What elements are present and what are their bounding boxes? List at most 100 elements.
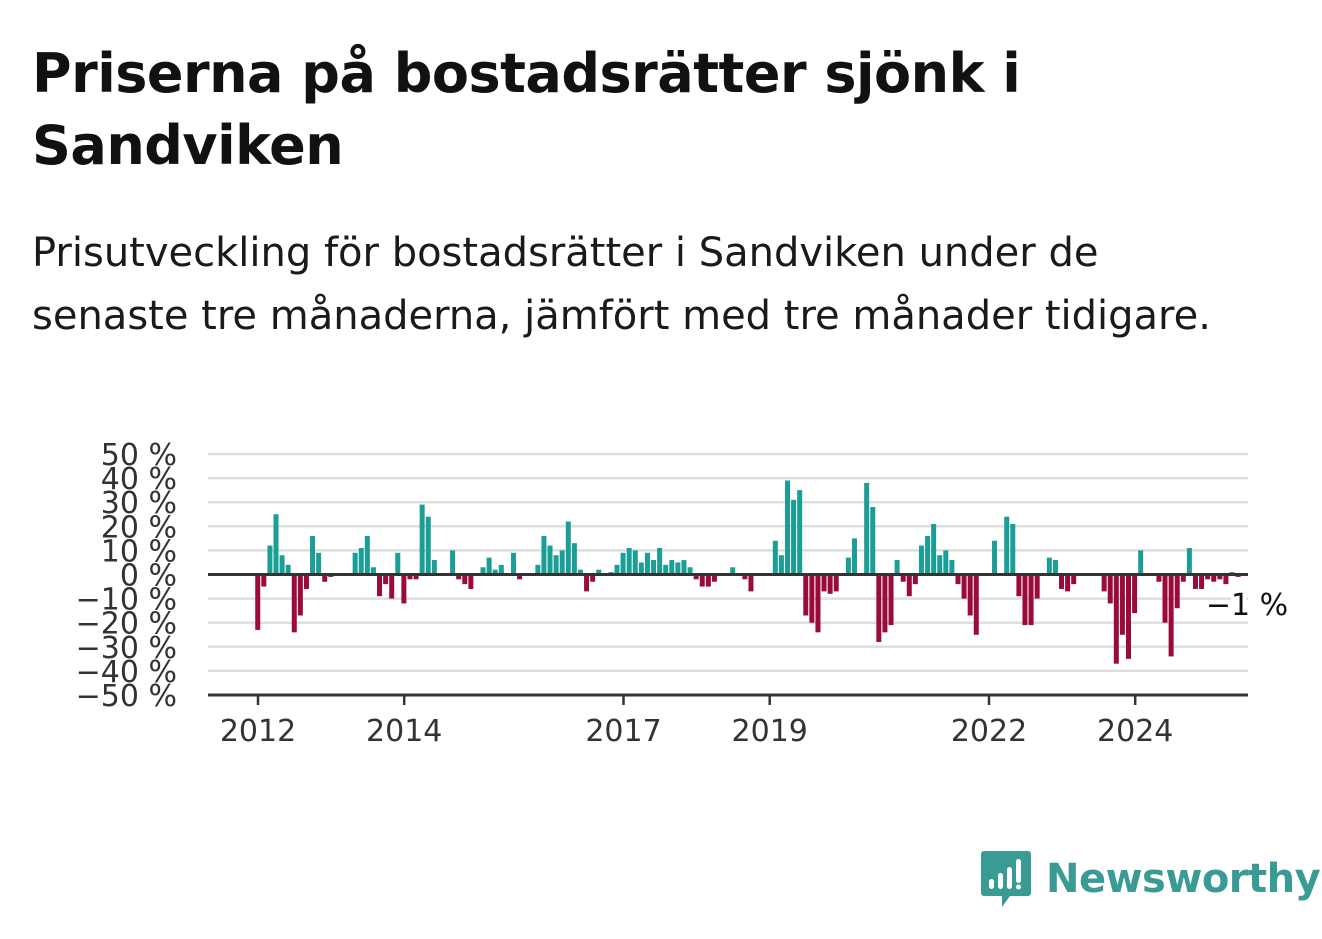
- bar: [693, 574, 699, 580]
- bar: [547, 545, 553, 575]
- bar: [352, 552, 358, 575]
- bar: [888, 574, 894, 626]
- bar: [1217, 574, 1223, 580]
- bars: [255, 480, 1241, 664]
- bar: [291, 574, 297, 633]
- bar: [809, 574, 815, 623]
- bar: [389, 574, 395, 599]
- x-tick-label: 2014: [366, 714, 442, 749]
- bar: [395, 552, 401, 575]
- bar: [419, 504, 425, 575]
- last-value-label: −1 %: [1206, 588, 1288, 623]
- bar: [1022, 574, 1028, 626]
- bar: [590, 574, 596, 582]
- bar: [456, 574, 462, 580]
- bar: [255, 574, 261, 630]
- bar: [705, 574, 711, 587]
- bar: [876, 574, 882, 642]
- bar: [827, 574, 833, 594]
- bar: [918, 545, 924, 575]
- bar: [992, 540, 998, 575]
- bar: [663, 564, 669, 575]
- bar: [973, 574, 979, 635]
- bar: [657, 547, 663, 575]
- bar: [510, 552, 516, 575]
- bar: [638, 562, 644, 575]
- bar: [791, 499, 797, 575]
- bar: [675, 562, 681, 575]
- bar: [1034, 574, 1040, 599]
- y-tick-label: 20 %: [101, 510, 177, 545]
- bar: [1046, 557, 1052, 575]
- bar: [1162, 574, 1168, 623]
- bar: [1199, 574, 1205, 589]
- bar: [577, 569, 583, 575]
- y-tick-label: −50 %: [76, 679, 177, 714]
- bar: [407, 574, 413, 580]
- bar: [492, 569, 498, 575]
- bar: [772, 540, 778, 575]
- bar: [955, 574, 961, 585]
- bar: [285, 564, 291, 575]
- bar: [316, 552, 322, 575]
- bar: [626, 547, 632, 575]
- bar: [565, 521, 571, 575]
- bar: [967, 574, 973, 616]
- bar: [1205, 574, 1211, 580]
- bar: [1065, 574, 1071, 592]
- bar: [1059, 574, 1065, 589]
- bar: [553, 555, 559, 575]
- y-tick-label: 0 %: [120, 559, 177, 594]
- bar: [468, 574, 474, 589]
- bar: [1186, 547, 1192, 575]
- bar: [730, 567, 736, 575]
- bar: [1119, 574, 1125, 635]
- bar: [882, 574, 888, 633]
- bar: [748, 574, 754, 592]
- bar: [462, 574, 468, 585]
- bar: [1107, 574, 1113, 604]
- bar: [833, 574, 839, 592]
- bar: [614, 564, 620, 575]
- bar: [821, 574, 827, 592]
- bar: [803, 574, 809, 616]
- bar: [431, 560, 437, 575]
- bar: [925, 535, 931, 575]
- bar: [559, 550, 565, 575]
- bar: [358, 547, 364, 575]
- bar: [571, 543, 577, 575]
- bar: [1138, 550, 1144, 575]
- bar: [1180, 574, 1186, 582]
- bar: [377, 574, 383, 597]
- bar: [1168, 574, 1174, 657]
- bar: [620, 552, 626, 575]
- bar: [1192, 574, 1198, 589]
- bar: [279, 555, 285, 575]
- bar: [845, 557, 851, 575]
- y-tick-label: −30 %: [76, 631, 177, 666]
- x-tick-label: 2012: [220, 714, 296, 749]
- bar: [1028, 574, 1034, 626]
- bar: [912, 574, 918, 585]
- bar: [498, 564, 504, 575]
- bar: [1211, 574, 1217, 582]
- bar: [931, 523, 937, 575]
- bar: [370, 567, 376, 575]
- bar: [517, 574, 523, 580]
- bar: [785, 480, 790, 575]
- bar: [1132, 574, 1138, 614]
- y-tick-label: −40 %: [76, 655, 177, 690]
- bar: [535, 564, 541, 575]
- bar: [1004, 516, 1010, 575]
- bar: [273, 514, 279, 575]
- bar: [937, 555, 943, 575]
- bar: [699, 574, 705, 587]
- bar: [778, 555, 784, 575]
- bar: [364, 535, 370, 575]
- bar: [1223, 574, 1229, 585]
- annotations: −1 %: [1202, 584, 1292, 627]
- bar: [961, 574, 967, 599]
- newsworthy-logo[interactable]: Newsworthy: [980, 848, 1321, 910]
- bar: [815, 574, 821, 633]
- y-tick-label: 40 %: [101, 462, 177, 497]
